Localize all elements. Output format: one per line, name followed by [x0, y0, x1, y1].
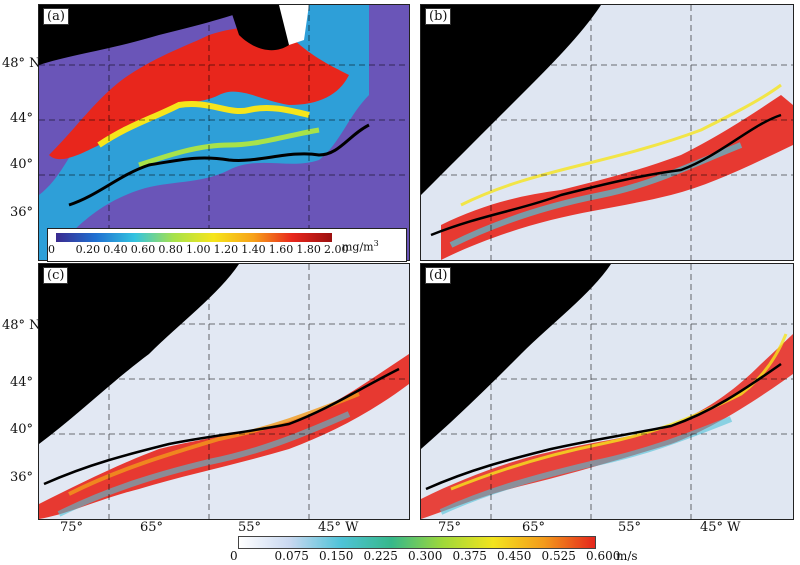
- chlorophyll-tick-label: 0: [48, 243, 55, 256]
- panel-a-label: (a): [43, 8, 69, 25]
- chlorophyll-colorbar-gradient: [56, 233, 332, 242]
- speed-tick-label: 0.225: [363, 549, 398, 563]
- panel-b-label: (b): [425, 8, 452, 25]
- speed-tick-label: 0.450: [497, 549, 532, 563]
- lat-label-36-bottom: 36°: [10, 470, 34, 485]
- lat-label-40-bottom: 40°: [10, 422, 34, 437]
- chlorophyll-tick-label: 1.80: [296, 243, 321, 256]
- chlorophyll-tick-label: 1.40: [241, 243, 266, 256]
- speed-tick-label: 0.600: [586, 549, 621, 563]
- speed-colorbar: 0 0.075 0.150 0.225 0.300 0.375 0.450 0.525 0.60…: [230, 536, 638, 565]
- lon-label-65-right: 65°: [522, 520, 546, 535]
- lat-label-48n-top: 48° N: [2, 56, 41, 71]
- speed-unit: m/s: [616, 549, 638, 563]
- lat-label-40-top: 40°: [10, 157, 34, 172]
- lon-label-55-left: 55°: [238, 520, 262, 535]
- chlorophyll-tick-label: 1.20: [213, 243, 239, 256]
- speed-colorbar-gradient: [238, 536, 596, 549]
- speed-tick-label: 0.375: [452, 549, 487, 563]
- chlorophyll-tick-label: 1.00: [186, 243, 211, 256]
- lon-label-75-right: 75°: [438, 520, 462, 535]
- lat-label-36-top: 36°: [10, 205, 34, 220]
- panel-d-map-graphic: [421, 264, 793, 519]
- lon-label-65-left: 65°: [140, 520, 164, 535]
- chlorophyll-tick-label: 0.20: [75, 243, 101, 256]
- chlorophyll-colorbar: 0 0.20 0.40 0.60 0.80 1.00 1.20 1.40 1.60 1.80 2.0…: [47, 228, 407, 262]
- panel-c-label: (c): [43, 267, 69, 284]
- chlorophyll-tick-label: 0.40: [103, 243, 128, 256]
- panel-d-speed-map: (d): [420, 263, 794, 520]
- speed-tick-label: 0.525: [541, 549, 576, 563]
- panel-b-speed-map: (b): [420, 4, 794, 261]
- panel-a-chlorophyll-map: (a): [38, 4, 410, 261]
- speed-tick-label: 0.150: [319, 549, 354, 563]
- lon-label-75-left: 75°: [60, 520, 84, 535]
- chlorophyll-tick-label: 0.80: [158, 243, 183, 256]
- lat-label-48n-bottom: 48° N: [2, 318, 41, 333]
- chlorophyll-tick-label: 0.60: [130, 243, 156, 256]
- lon-label-55-right: 55°: [618, 520, 642, 535]
- lon-label-45w-right: 45° W: [700, 520, 741, 535]
- speed-tick-label: 0.300: [408, 549, 443, 563]
- panel-c-map-graphic: [39, 264, 409, 519]
- lat-label-44-top: 44°: [10, 111, 34, 126]
- panel-a-map-graphic: [39, 5, 409, 260]
- lat-label-44-bottom: 44°: [10, 375, 34, 390]
- chlorophyll-tick-label: 1.60: [268, 243, 294, 256]
- chlorophyll-tick-label: 2.00: [324, 243, 349, 256]
- speed-tick-label: 0: [230, 549, 238, 563]
- panel-d-label: (d): [425, 267, 452, 284]
- panel-c-speed-map: (c): [38, 263, 410, 520]
- speed-tick-label: 0.075: [274, 549, 309, 563]
- panel-b-map-graphic: [421, 5, 793, 260]
- lon-label-45w-left: 45° W: [318, 520, 359, 535]
- chlorophyll-unit: mg/m3: [342, 239, 379, 254]
